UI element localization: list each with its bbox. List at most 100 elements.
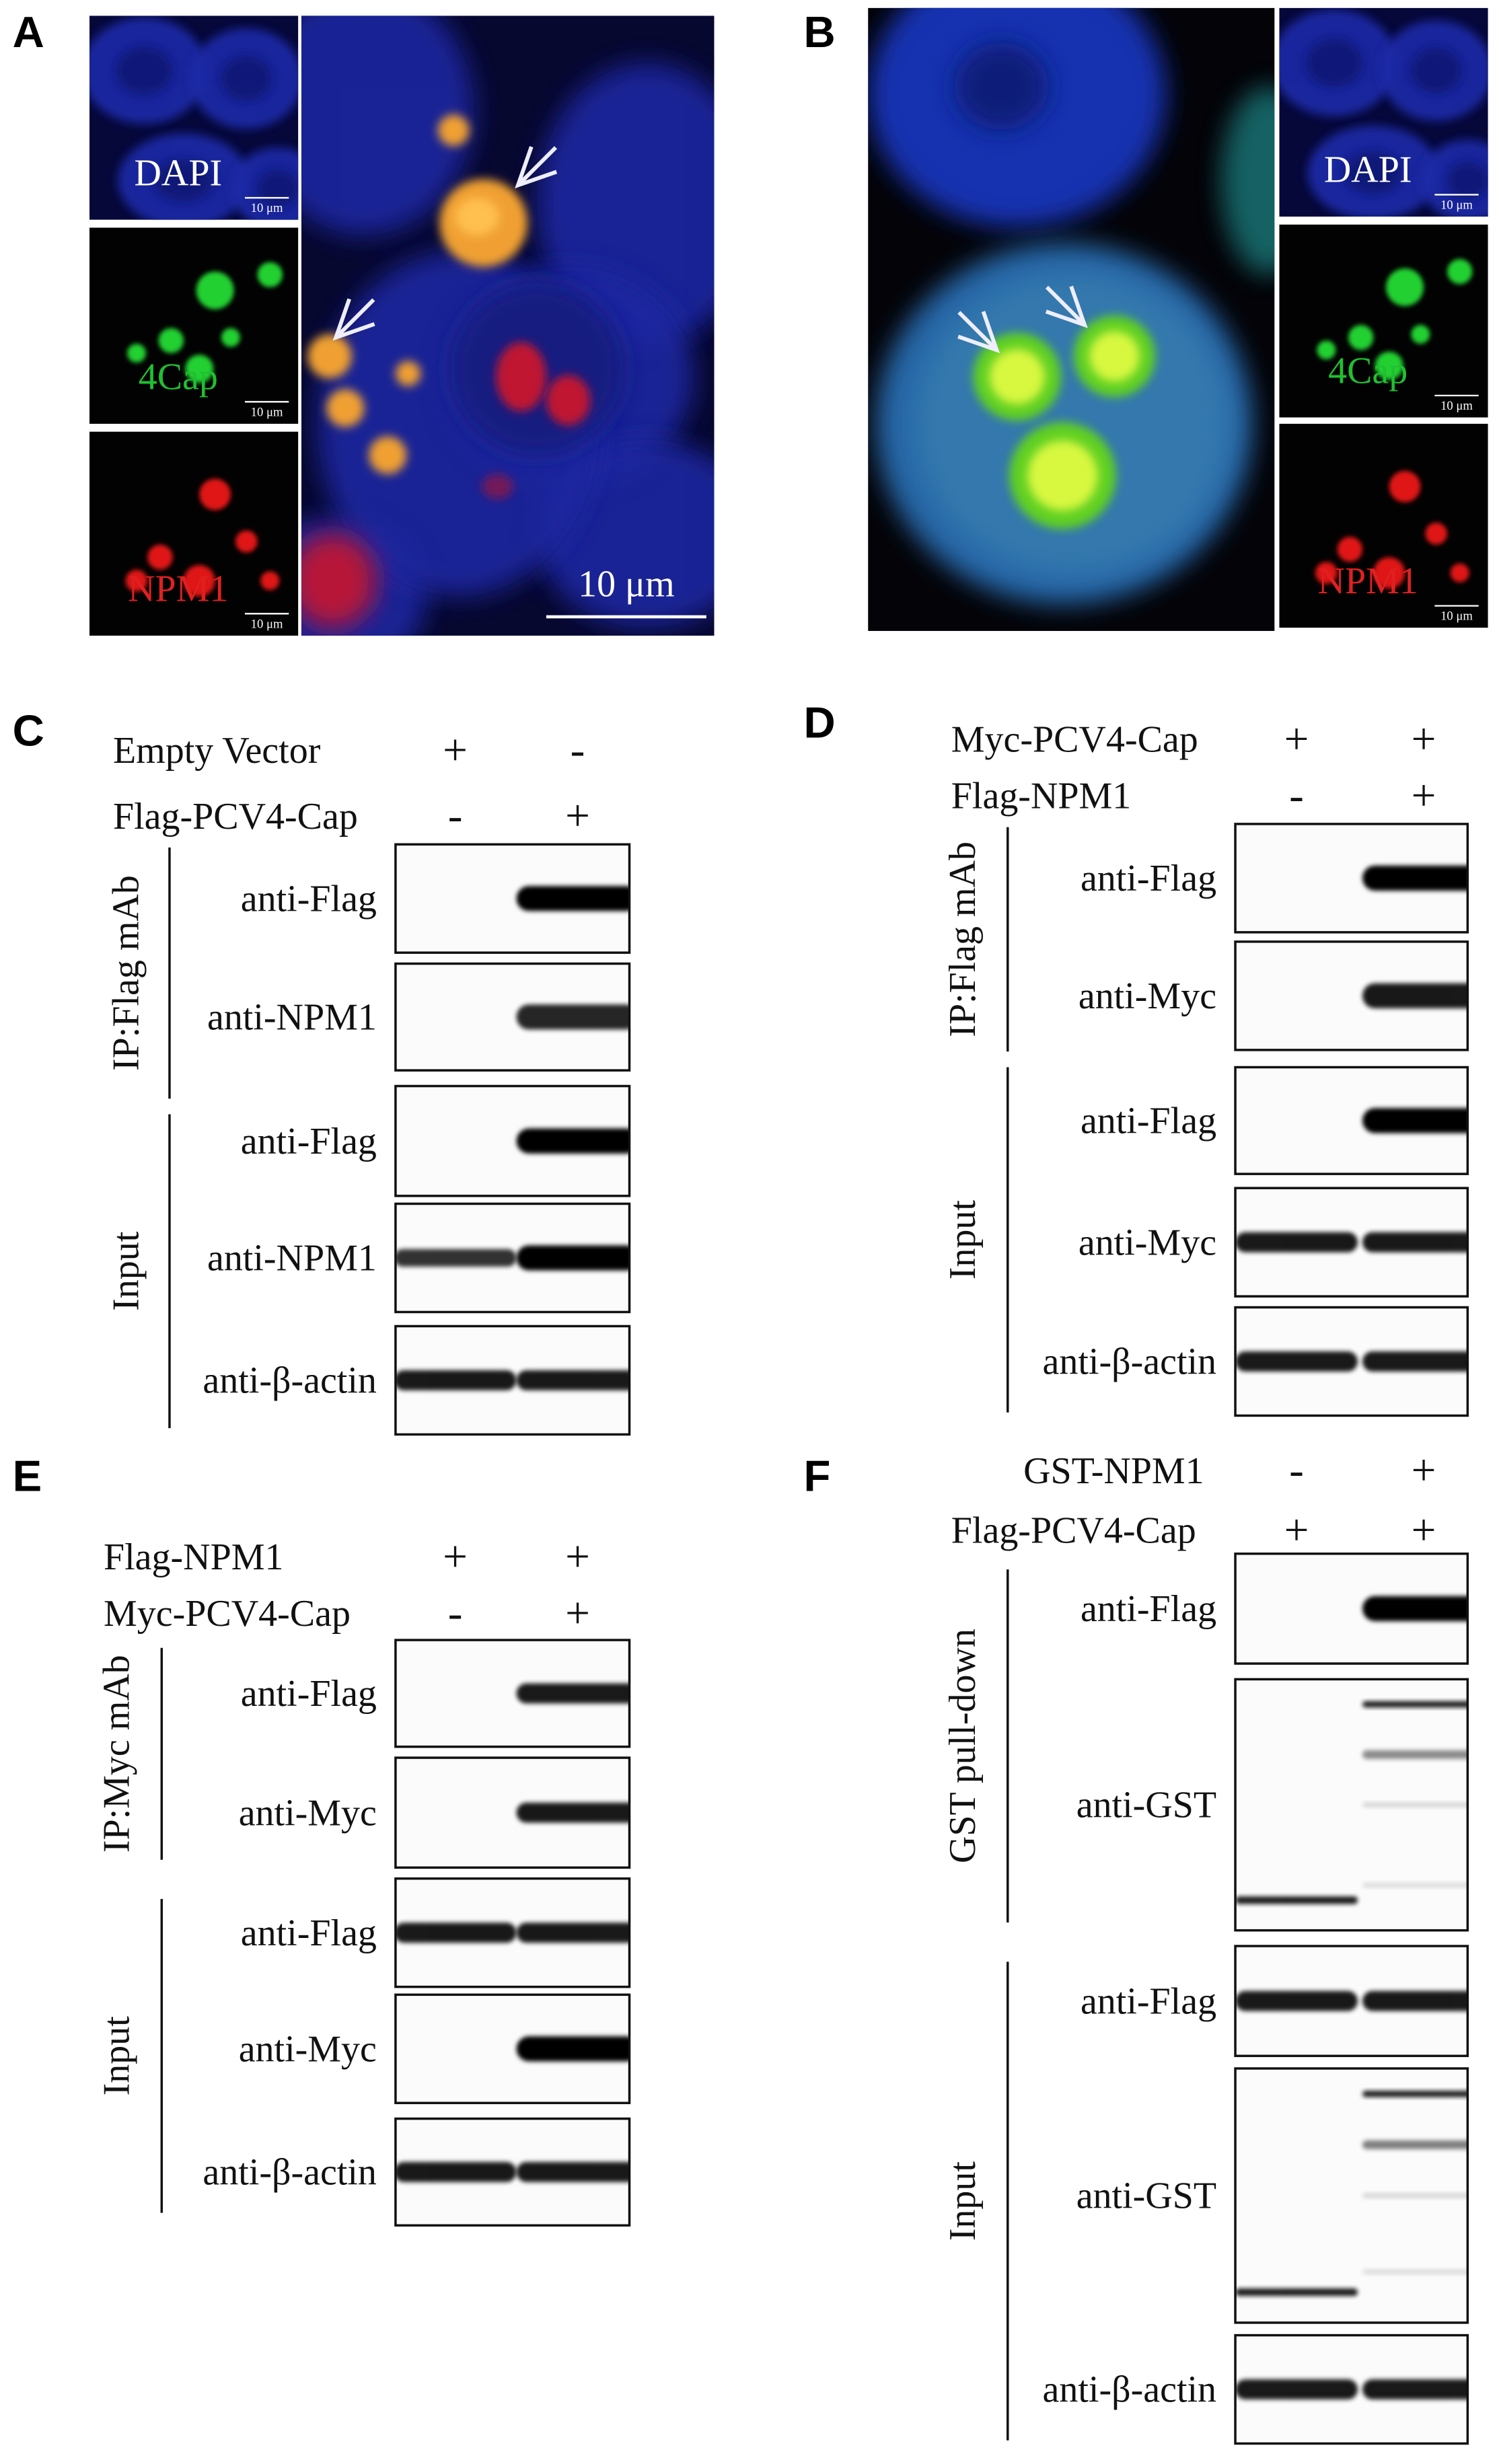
band (1362, 1750, 1468, 1759)
blot (395, 1758, 630, 1868)
signal (301, 533, 377, 628)
micrograph: 4Cap 10 μm (1279, 224, 1488, 418)
blot (1235, 823, 1468, 932)
arrow-shaft (334, 298, 375, 339)
signal (482, 474, 513, 499)
condition-label: Flag-NPM1 (951, 776, 1132, 817)
signal (1389, 471, 1421, 502)
band (1362, 1351, 1468, 1372)
lane-sign: + (443, 1532, 468, 1581)
band (1235, 1351, 1358, 1372)
row-label: anti-Flag (241, 1673, 377, 1715)
signal (235, 530, 258, 553)
channel-label: DAPI (1324, 149, 1412, 191)
signal (455, 198, 499, 236)
condition-label: GST-NPM1 (1023, 1450, 1204, 1492)
arrow-shaft (957, 311, 998, 352)
blot (1235, 2335, 1468, 2444)
micrograph: 4Cap 10 μm (89, 227, 299, 424)
signal (1411, 325, 1430, 344)
signal (1315, 562, 1338, 584)
blot (395, 963, 630, 1071)
panel-label: B (803, 7, 835, 57)
signal (199, 478, 231, 511)
row-label: anti-GST (1076, 2175, 1216, 2217)
signal (196, 271, 234, 309)
signal (437, 114, 470, 147)
arrow (957, 311, 1000, 354)
lane-sign: - (448, 792, 463, 840)
blot-frame (394, 1639, 631, 1748)
lane-sign: + (565, 1589, 590, 1637)
channel-label: NPM1 (1318, 560, 1418, 602)
band (1362, 983, 1468, 1009)
micrograph: NPM1 10 μm (1279, 424, 1488, 628)
band (395, 2162, 517, 2182)
blot-frame (1234, 1187, 1469, 1298)
band (1362, 2091, 1468, 2097)
blot-frame (1234, 823, 1469, 934)
band (1362, 865, 1468, 891)
signal (158, 328, 184, 354)
scale-label: 10 μm (1440, 399, 1473, 413)
row-label: anti-Flag (241, 1912, 377, 1954)
band (1235, 2288, 1358, 2297)
row-label: anti-Myc (239, 1792, 377, 1834)
channel-label: NPM1 (128, 568, 228, 610)
signal (1425, 522, 1448, 545)
panel-label: A (13, 7, 44, 57)
lane-sign: + (1412, 1446, 1436, 1495)
lane-sign: - (571, 726, 585, 774)
signal (147, 544, 173, 570)
band (1235, 1990, 1358, 2011)
condition-label: Flag-NPM1 (104, 1536, 284, 1578)
signal (1089, 331, 1140, 382)
signal (1447, 259, 1473, 285)
band (1362, 1596, 1468, 1622)
band (1235, 1896, 1358, 1904)
band (1362, 1802, 1468, 1807)
band (1362, 2379, 1468, 2400)
blot (1235, 1679, 1468, 1931)
blot (1235, 1188, 1468, 1297)
micrograph: 10 μm (301, 15, 715, 636)
band (516, 1802, 630, 1823)
scale-label: 10 μm (1440, 198, 1473, 212)
blot-frame (1234, 2067, 1469, 2324)
row-label: anti-β-actin (203, 1360, 377, 1402)
signal (260, 571, 280, 591)
signal (954, 42, 1049, 130)
band (516, 2162, 630, 2182)
signal (1373, 557, 1405, 589)
blot-frame (394, 843, 631, 954)
band (516, 886, 630, 911)
row-label: anti-Flag (1081, 858, 1216, 899)
blot (1235, 1946, 1468, 2056)
condition-label: Myc-PCV4-Cap (951, 719, 1198, 761)
blot-frame (1234, 940, 1469, 1051)
micrograph-background (89, 227, 299, 424)
signal (1386, 268, 1424, 307)
blot-frame (1234, 1945, 1469, 2058)
row-label: anti-NPM1 (207, 1238, 377, 1279)
group-label: Input (942, 1200, 984, 1280)
blot-frame (394, 1877, 631, 1988)
signal (1306, 38, 1363, 87)
scale-label: 10 μm (251, 201, 283, 215)
band (1362, 2269, 1468, 2275)
row-label: anti-Myc (239, 2028, 377, 2070)
row-label: anti-Flag (1081, 1980, 1216, 2022)
blot-frame (1234, 1678, 1469, 1932)
blot (1235, 941, 1468, 1050)
band (395, 1370, 517, 1390)
band (395, 1248, 517, 1267)
blot (395, 1326, 630, 1435)
lane-sign: - (1289, 1446, 1304, 1495)
band (1362, 1701, 1468, 1708)
signal (395, 361, 421, 387)
signal (1221, 86, 1275, 275)
arrow-shaft (1045, 285, 1087, 327)
lane-sign: - (448, 1589, 463, 1637)
blot (395, 844, 630, 953)
